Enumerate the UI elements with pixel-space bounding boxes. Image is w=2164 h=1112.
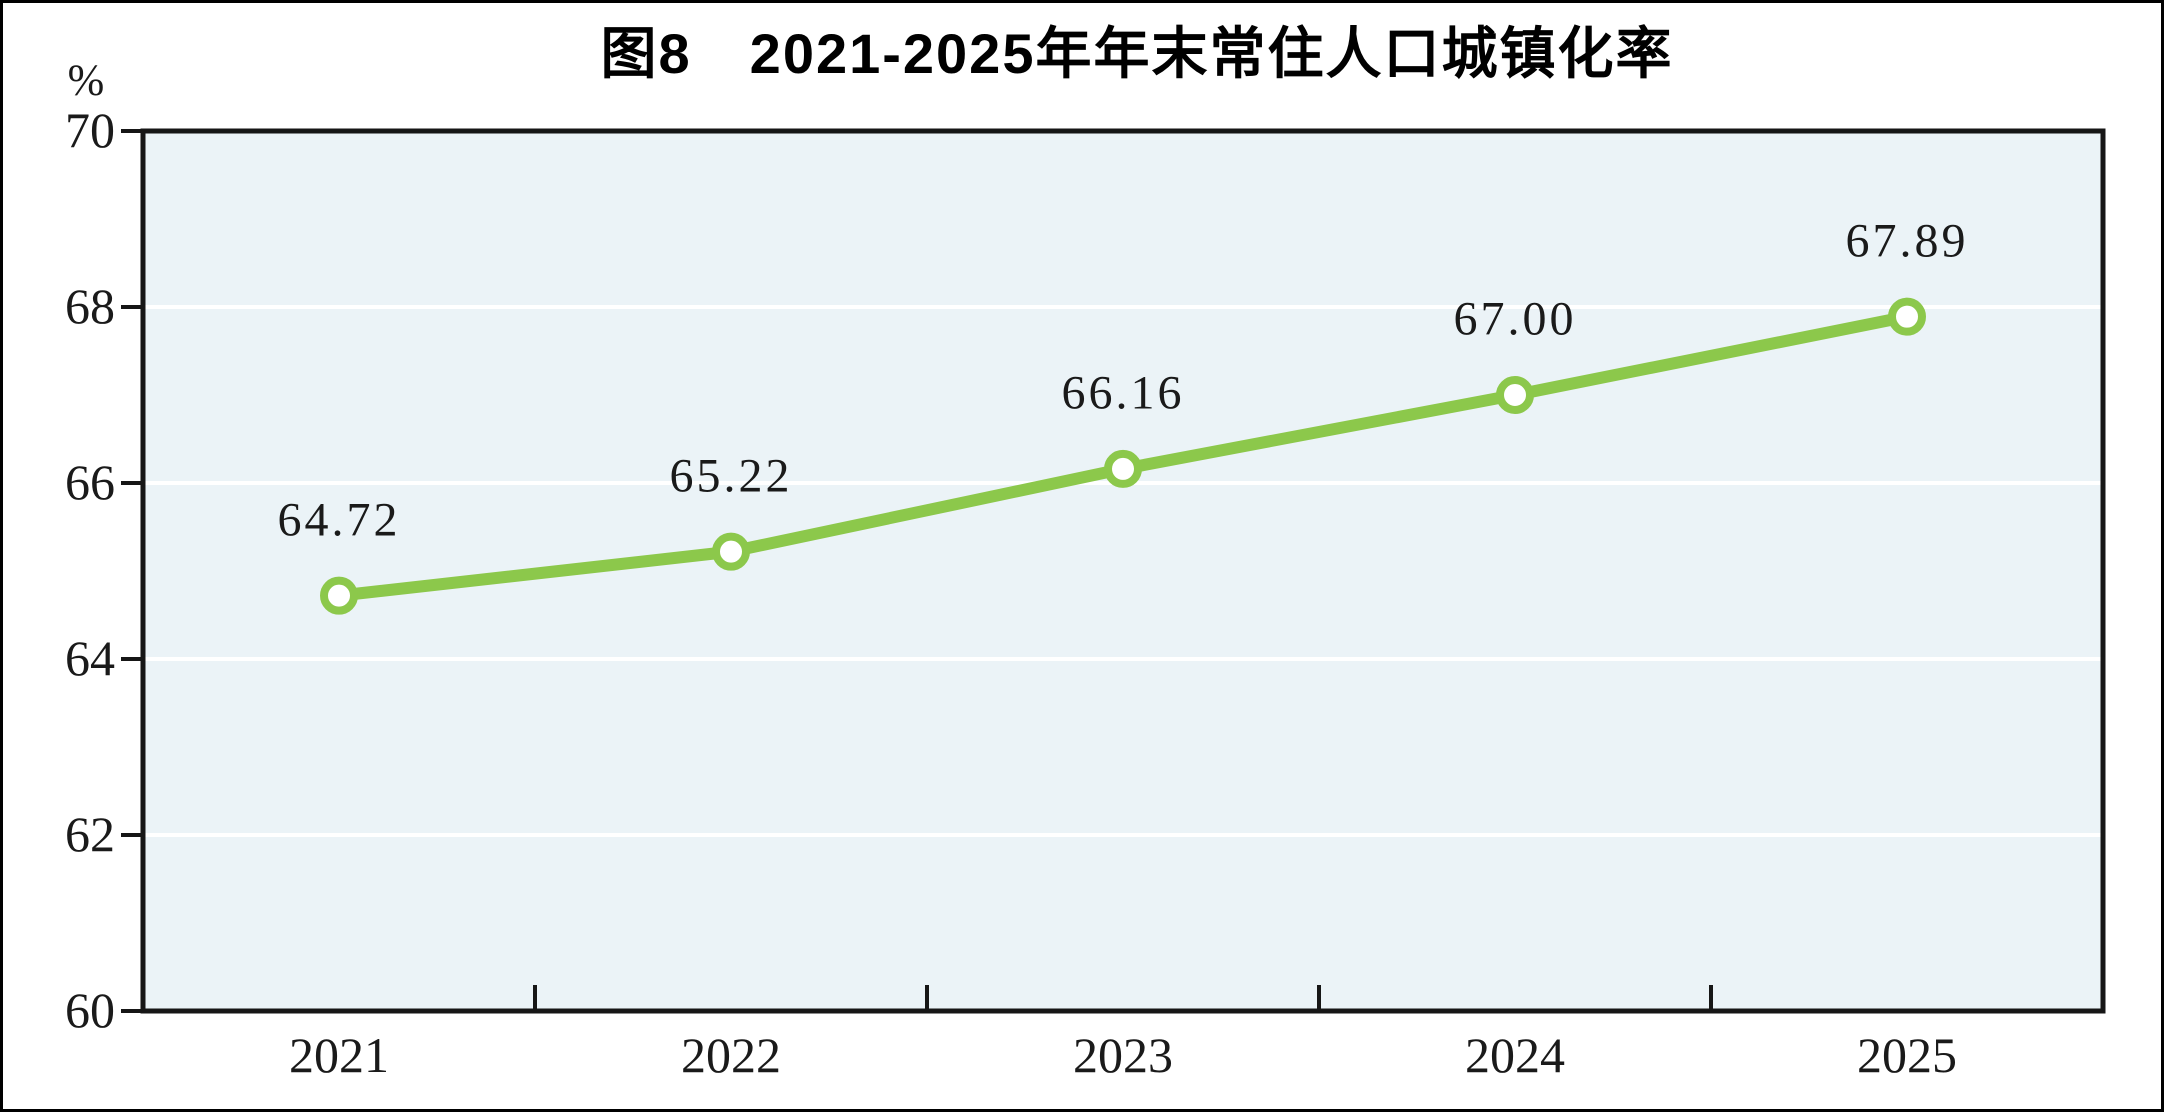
data-point-marker	[1496, 376, 1534, 414]
plot-area-background	[143, 131, 2103, 1011]
data-point-marker	[712, 532, 750, 571]
line-chart-svg	[121, 128, 2106, 1014]
data-point-marker	[1888, 297, 1926, 336]
data-point-marker	[320, 576, 358, 615]
plot-area-border	[140, 128, 2106, 1014]
data-point-marker	[1104, 449, 1142, 488]
